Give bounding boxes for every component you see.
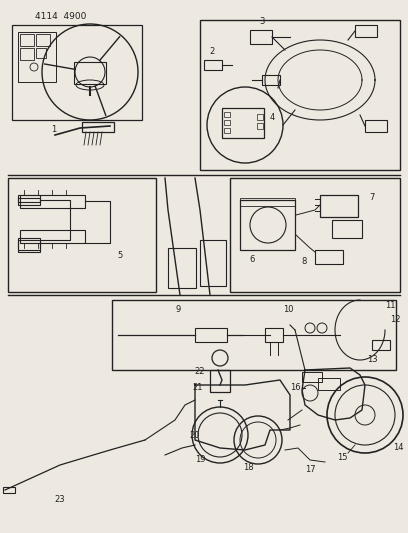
- Text: 17: 17: [305, 465, 315, 474]
- Bar: [320, 195, 358, 217]
- Text: 22: 22: [195, 367, 205, 376]
- Text: 2: 2: [209, 47, 215, 56]
- Bar: [20, 195, 85, 208]
- Text: 4114  4900: 4114 4900: [35, 12, 86, 21]
- Bar: [36, 34, 50, 46]
- Bar: [36, 48, 46, 58]
- Text: 6: 6: [249, 255, 255, 264]
- Bar: [200, 20, 400, 170]
- Text: 19: 19: [195, 456, 205, 464]
- Text: 15: 15: [337, 454, 347, 463]
- Bar: [224, 120, 230, 125]
- Bar: [18, 195, 40, 205]
- Bar: [230, 178, 400, 292]
- Text: 8: 8: [302, 257, 307, 266]
- Text: 13: 13: [367, 356, 377, 365]
- Bar: [20, 48, 34, 60]
- Text: 14: 14: [393, 443, 403, 453]
- Bar: [224, 112, 230, 117]
- Text: 5: 5: [118, 251, 123, 260]
- Bar: [222, 108, 264, 138]
- Bar: [372, 340, 390, 350]
- Text: 12: 12: [390, 316, 400, 325]
- Bar: [18, 240, 40, 250]
- Bar: [112, 300, 396, 370]
- Bar: [332, 220, 362, 238]
- Text: 9: 9: [175, 305, 181, 314]
- Bar: [257, 123, 263, 129]
- Bar: [224, 128, 230, 133]
- Bar: [365, 120, 387, 132]
- Bar: [18, 238, 40, 252]
- Bar: [240, 200, 295, 250]
- Bar: [12, 25, 142, 120]
- Circle shape: [207, 87, 283, 163]
- Bar: [8, 178, 156, 292]
- Bar: [257, 114, 263, 120]
- Bar: [20, 34, 34, 46]
- Bar: [18, 32, 56, 82]
- Text: 23: 23: [55, 496, 65, 505]
- Text: 7: 7: [369, 193, 375, 203]
- Bar: [168, 248, 196, 288]
- Bar: [3, 487, 15, 493]
- Bar: [82, 122, 114, 132]
- Bar: [265, 328, 283, 342]
- Bar: [302, 372, 322, 382]
- Text: 20: 20: [190, 431, 200, 440]
- Text: 1: 1: [51, 125, 57, 134]
- Bar: [204, 60, 222, 70]
- Bar: [240, 198, 295, 206]
- Bar: [262, 75, 280, 85]
- Text: 4: 4: [269, 114, 275, 123]
- Text: 3: 3: [259, 18, 265, 27]
- Text: 10: 10: [283, 305, 293, 314]
- Bar: [250, 30, 272, 44]
- Text: 11: 11: [385, 301, 395, 310]
- Bar: [210, 370, 230, 392]
- Text: 18: 18: [243, 464, 253, 472]
- Bar: [20, 230, 85, 243]
- Text: 16: 16: [290, 384, 300, 392]
- Bar: [195, 328, 227, 342]
- Text: 21: 21: [193, 384, 203, 392]
- Bar: [200, 240, 226, 286]
- Bar: [74, 62, 106, 84]
- Bar: [315, 250, 343, 264]
- Bar: [355, 25, 377, 37]
- Bar: [318, 378, 340, 390]
